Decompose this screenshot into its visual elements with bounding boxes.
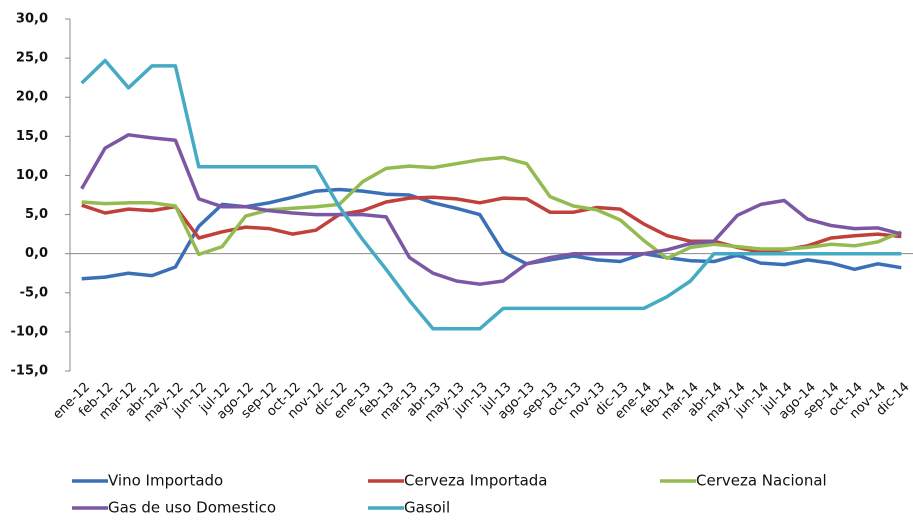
series-line (81, 195, 902, 254)
legend-label: Gasoil (404, 499, 450, 517)
legend-label: Cerveza Importada (404, 472, 548, 490)
y-tick-label: -5,0 (20, 285, 48, 300)
y-tick-label: 0,0 (25, 246, 48, 261)
y-tick-label: 30,0 (16, 12, 48, 27)
legend-label: Cerveza Nacional (696, 472, 827, 490)
series-line (80, 58, 902, 331)
series-line (81, 187, 902, 281)
y-tick-label: -15,0 (11, 364, 48, 379)
y-tick-label: 20,0 (16, 90, 48, 105)
y-tick-label: 5,0 (25, 207, 48, 222)
y-tick-label: 10,0 (16, 168, 48, 183)
y-tick-label: -10,0 (11, 324, 48, 339)
y-tick-label: 25,0 (16, 51, 48, 66)
legend-label: Gas de uso Domestico (108, 499, 276, 517)
series-line (81, 155, 902, 261)
series-line (80, 133, 902, 286)
legend-label: Vino Importado (108, 472, 223, 490)
y-tick-label: 15,0 (16, 129, 48, 144)
